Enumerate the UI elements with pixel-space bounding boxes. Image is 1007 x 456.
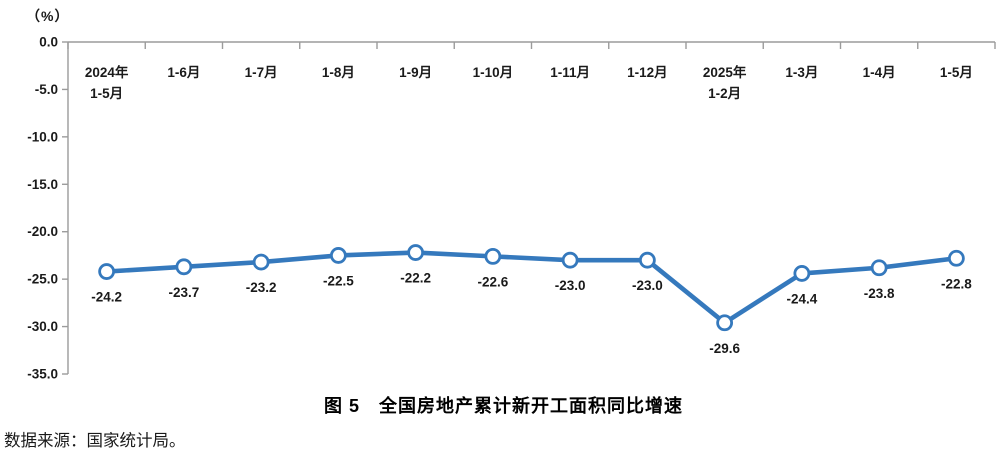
data-point-marker — [175, 258, 193, 276]
y-tick-label: -35.0 — [27, 367, 58, 382]
data-point-label: -29.6 — [709, 341, 740, 356]
data-point-marker — [716, 314, 734, 332]
data-point-marker — [638, 251, 656, 269]
y-tick-label: -25.0 — [27, 272, 58, 287]
x-category-label: 1-2月 — [708, 86, 741, 101]
x-category-label: 1-9月 — [399, 65, 432, 80]
data-point-marker — [407, 244, 425, 261]
data-point-marker — [947, 249, 965, 267]
y-tick-label: -5.0 — [35, 82, 58, 97]
data-point-label: -24.4 — [786, 291, 817, 306]
x-category-label: 1-8月 — [322, 65, 355, 80]
y-tick-label: -30.0 — [27, 319, 58, 334]
data-point-label: -23.0 — [632, 278, 663, 293]
x-category-label: 1-4月 — [863, 65, 896, 80]
line-chart-plot-area: 0.0 -5.0 -10.0 -15.0 -20.0 -25.0 -30.0 -35.0 202… — [27, 35, 996, 382]
data-point-label: -23.8 — [864, 286, 895, 301]
y-tick-label: -15.0 — [27, 177, 58, 192]
data-point-label: -22.6 — [477, 274, 508, 289]
data-point-marker — [252, 253, 270, 271]
x-category-label: 1-6月 — [167, 65, 200, 80]
x-category-label: 1-11月 — [550, 65, 590, 80]
data-point-marker — [793, 265, 811, 282]
data-point-label: -23.0 — [555, 278, 586, 293]
data-point-marker — [329, 247, 347, 264]
y-tick-label: -20.0 — [27, 224, 58, 239]
y-tick-label: -10.0 — [27, 129, 58, 144]
x-category-label: 1-3月 — [785, 65, 818, 80]
data-point-label: -22.2 — [400, 271, 431, 286]
y-axis-unit-label: （%） — [26, 8, 70, 24]
x-category-label: 1-5月 — [940, 65, 973, 80]
data-point-label: -23.7 — [168, 285, 199, 300]
data-point-marker — [98, 263, 116, 280]
data-point-label: -23.2 — [246, 280, 277, 295]
x-category-label: 1-7月 — [245, 65, 278, 80]
data-point-marker — [561, 251, 579, 269]
y-tick-label: 0.0 — [39, 35, 58, 50]
x-category-label: 1-10月 — [473, 65, 514, 80]
data-point-label: -22.5 — [323, 273, 354, 288]
x-category-label: 1-12月 — [627, 65, 668, 80]
x-category-label: 1-5月 — [90, 86, 123, 101]
x-category-label: 2024年 — [85, 64, 129, 80]
series-line — [104, 250, 959, 326]
data-source-note: 数据来源：国家统计局。 — [4, 431, 186, 450]
data-point-label: -22.8 — [941, 276, 972, 291]
x-category-label: 2025年 — [703, 64, 747, 80]
data-point-label: -24.2 — [91, 290, 122, 305]
chart-title: 图 5 全国房地产累计新开工面积同比增速 — [323, 396, 683, 416]
data-point-marker — [870, 259, 888, 277]
data-point-marker — [484, 247, 502, 265]
